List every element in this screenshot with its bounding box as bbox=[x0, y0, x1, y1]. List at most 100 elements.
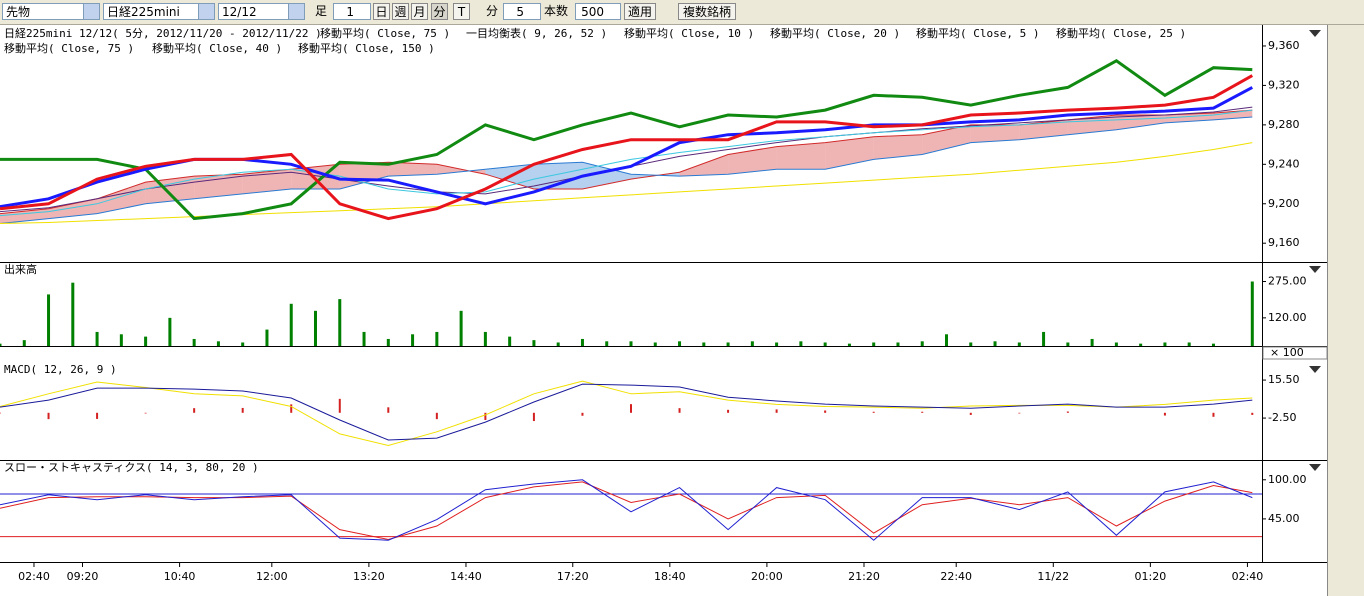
volume-bar bbox=[411, 334, 414, 346]
volume-bar bbox=[1139, 344, 1142, 346]
y-tick-label: 9,280 bbox=[1268, 118, 1300, 131]
volume-bar bbox=[994, 341, 997, 346]
x-tick-label: 02:40 bbox=[18, 570, 50, 583]
panel-title: 日経225mini 12/12( 5分, 2012/11/20 - 2012/1… bbox=[4, 27, 322, 40]
x-tick-label: 12:00 bbox=[256, 570, 288, 583]
x-tick-label: 22:40 bbox=[940, 570, 972, 583]
bar-label: 足 bbox=[315, 3, 327, 20]
symbol-select[interactable]: 日経225mini bbox=[103, 3, 215, 20]
panel-title: 出来高 bbox=[4, 262, 37, 276]
volume-bar bbox=[848, 344, 851, 346]
y-tick-label: 9,360 bbox=[1268, 39, 1300, 52]
y-tick-label: 9,160 bbox=[1268, 236, 1300, 249]
y-tick-label: 15.50 bbox=[1268, 373, 1300, 386]
toolbar: 先物 日経225mini 12/12 足 1 日 週 月 分 T 分 5 本数 … bbox=[0, 0, 1364, 25]
volume-bar bbox=[120, 334, 123, 346]
volume-bar bbox=[314, 311, 317, 346]
volume-bar bbox=[144, 337, 147, 346]
volume-bar bbox=[47, 294, 50, 346]
volume-bar bbox=[872, 342, 875, 346]
panel-title: スロー・ストキャスティクス( 14, 3, 80, 20 ) bbox=[4, 461, 259, 474]
market-select[interactable]: 先物 bbox=[2, 3, 100, 20]
unit-label: 分 bbox=[486, 3, 498, 20]
volume-bar bbox=[23, 340, 26, 346]
volume-bar bbox=[1066, 342, 1069, 346]
volume-bar bbox=[290, 304, 293, 346]
indicator-label: 移動平均( Close, 40 ) bbox=[152, 41, 282, 55]
y-tick-label: 9,320 bbox=[1268, 78, 1300, 91]
y-tick-label: 45.00 bbox=[1268, 512, 1300, 525]
volume-bar bbox=[751, 341, 754, 346]
day-button[interactable]: 日 bbox=[373, 3, 390, 20]
volume-bar bbox=[435, 332, 438, 346]
volume-bar bbox=[387, 339, 390, 346]
chart-area: 日経225mini 12/12( 5分, 2012/11/20 - 2012/1… bbox=[0, 25, 1364, 596]
volume-bar bbox=[532, 340, 535, 346]
volume-bar bbox=[1163, 342, 1166, 346]
panel-title: MACD( 12, 26, 9 ) bbox=[4, 363, 117, 376]
indicator-label: 移動平均( Close, 25 ) bbox=[1056, 26, 1186, 40]
volume-bar bbox=[1115, 342, 1118, 346]
apply-button[interactable]: 適用 bbox=[624, 3, 656, 20]
indicator-label: 移動平均( Close, 75 ) bbox=[4, 41, 134, 55]
week-button[interactable]: 週 bbox=[392, 3, 409, 20]
volume-bar bbox=[96, 332, 99, 346]
volume-bar bbox=[0, 344, 2, 346]
indicator-label: 移動平均( Close, 150 ) bbox=[298, 41, 435, 55]
volume-bar bbox=[1212, 344, 1215, 346]
count-input[interactable]: 500 bbox=[575, 3, 621, 20]
volume-bar bbox=[484, 332, 487, 346]
y-tick-label: 275.00 bbox=[1268, 275, 1307, 288]
volume-bar bbox=[824, 342, 827, 346]
contract-select[interactable]: 12/12 bbox=[218, 3, 305, 20]
volume-bar bbox=[1042, 332, 1045, 346]
volume-bar bbox=[630, 341, 633, 346]
volume-bar bbox=[265, 330, 268, 346]
volume-bar bbox=[921, 341, 924, 346]
x-tick-label: 10:40 bbox=[164, 570, 196, 583]
volume-bar bbox=[654, 342, 657, 346]
tick-button[interactable]: T bbox=[453, 3, 470, 20]
multi-button[interactable]: 複数銘柄 bbox=[678, 3, 736, 20]
volume-bar bbox=[557, 342, 560, 346]
volume-bar bbox=[193, 339, 196, 346]
x-tick-label: 09:20 bbox=[67, 570, 99, 583]
volume-bar bbox=[71, 283, 74, 346]
volume-bar bbox=[605, 341, 608, 346]
indicator-label: 移動平均( Close, 75 ) bbox=[320, 26, 450, 40]
volume-bar bbox=[727, 342, 730, 346]
cloud-segment bbox=[777, 143, 826, 170]
indicator-label: 一目均衡表( 9, 26, 52 ) bbox=[466, 26, 607, 40]
volume-bar bbox=[1251, 282, 1254, 346]
x-tick-label: 14:40 bbox=[450, 570, 482, 583]
volume-bar bbox=[363, 332, 366, 346]
month-button[interactable]: 月 bbox=[411, 3, 428, 20]
y-tick-label: 9,240 bbox=[1268, 157, 1300, 170]
volume-bar bbox=[896, 342, 899, 346]
x-tick-label: 20:00 bbox=[751, 570, 783, 583]
volume-bar bbox=[702, 342, 705, 346]
indicator-label: 移動平均( Close, 5 ) bbox=[916, 26, 1039, 40]
volume-bar bbox=[241, 342, 244, 346]
volume-bar bbox=[1188, 342, 1191, 346]
y-tick-label: 9,200 bbox=[1268, 197, 1300, 210]
y-tick-label: -2.50 bbox=[1268, 411, 1296, 424]
x-tick-label: 01:20 bbox=[1135, 570, 1167, 583]
x-tick-label: 21:20 bbox=[848, 570, 880, 583]
volume-bar bbox=[775, 342, 778, 346]
x-tick-label: 11/22 bbox=[1037, 570, 1069, 583]
volume-bar bbox=[945, 334, 948, 346]
x-tick-label: 17:20 bbox=[557, 570, 589, 583]
volume-bar bbox=[581, 339, 584, 346]
interval-input[interactable]: 5 bbox=[503, 3, 541, 20]
volume-bar bbox=[217, 341, 220, 346]
minute-button[interactable]: 分 bbox=[431, 3, 448, 20]
bar-count[interactable]: 1 bbox=[333, 3, 371, 20]
y-tick-label: 100.00 bbox=[1268, 473, 1307, 486]
side-panel bbox=[1328, 25, 1364, 596]
background bbox=[0, 25, 1327, 596]
y-tick-label: 120.00 bbox=[1268, 311, 1307, 324]
indicator-label: 移動平均( Close, 20 ) bbox=[770, 26, 900, 40]
x-tick-label: 02:40 bbox=[1232, 570, 1264, 583]
